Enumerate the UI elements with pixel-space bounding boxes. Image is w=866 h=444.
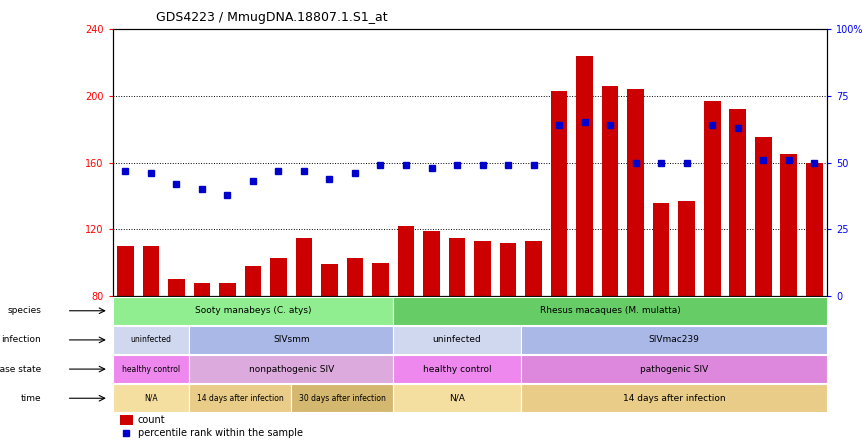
Bar — [678, 201, 695, 296]
Bar — [627, 89, 644, 296]
Bar — [113, 326, 189, 354]
Bar — [117, 246, 133, 296]
Bar — [189, 326, 393, 354]
Text: species: species — [7, 306, 42, 315]
Bar — [113, 384, 189, 412]
Text: 30 days after infection: 30 days after infection — [299, 394, 385, 403]
Bar — [393, 384, 520, 412]
Text: SIVsmm: SIVsmm — [273, 335, 309, 345]
Bar — [291, 384, 393, 412]
Bar — [704, 101, 721, 296]
Bar — [372, 263, 389, 296]
Text: 14 days after infection: 14 days after infection — [197, 394, 283, 403]
Text: percentile rank within the sample: percentile rank within the sample — [138, 428, 302, 438]
Text: N/A: N/A — [144, 394, 158, 403]
Text: time: time — [21, 394, 42, 403]
Bar — [321, 265, 338, 296]
Text: GDS4223 / MmugDNA.18807.1.S1_at: GDS4223 / MmugDNA.18807.1.S1_at — [156, 11, 387, 24]
Bar — [189, 355, 393, 383]
Bar — [194, 283, 210, 296]
Bar — [168, 279, 184, 296]
Bar — [755, 138, 772, 296]
Bar — [189, 384, 291, 412]
Bar — [806, 163, 823, 296]
Bar — [449, 238, 465, 296]
Bar — [393, 297, 827, 325]
Bar — [393, 355, 520, 383]
Bar — [270, 258, 287, 296]
Bar — [520, 355, 827, 383]
Text: 14 days after infection: 14 days after infection — [623, 394, 725, 403]
Text: uninfected: uninfected — [131, 335, 171, 345]
Text: count: count — [138, 415, 165, 425]
Text: Rhesus macaques (M. mulatta): Rhesus macaques (M. mulatta) — [540, 306, 681, 315]
Bar — [602, 86, 618, 296]
Bar — [113, 297, 393, 325]
Text: Sooty manabeys (C. atys): Sooty manabeys (C. atys) — [195, 306, 311, 315]
Bar — [653, 202, 669, 296]
Text: healthy control: healthy control — [423, 365, 491, 373]
Bar — [423, 231, 440, 296]
Bar — [143, 246, 159, 296]
Bar — [520, 326, 827, 354]
Bar — [397, 226, 414, 296]
Bar — [475, 241, 491, 296]
Bar — [780, 154, 797, 296]
Text: infection: infection — [2, 335, 42, 345]
Bar — [113, 355, 189, 383]
Bar — [551, 91, 567, 296]
Text: disease state: disease state — [0, 365, 42, 373]
Bar — [393, 326, 520, 354]
Text: N/A: N/A — [449, 394, 465, 403]
Text: uninfected: uninfected — [433, 335, 481, 345]
Bar — [244, 266, 262, 296]
Bar — [120, 415, 132, 425]
Text: healthy control: healthy control — [122, 365, 180, 373]
Bar — [346, 258, 363, 296]
Bar — [219, 283, 236, 296]
Bar — [577, 56, 593, 296]
Text: pathogenic SIV: pathogenic SIV — [640, 365, 708, 373]
Bar — [295, 238, 313, 296]
Bar — [729, 109, 746, 296]
Text: nonpathogenic SIV: nonpathogenic SIV — [249, 365, 333, 373]
Text: SIVmac239: SIVmac239 — [649, 335, 700, 345]
Bar — [526, 241, 542, 296]
Bar — [520, 384, 827, 412]
Bar — [500, 243, 516, 296]
